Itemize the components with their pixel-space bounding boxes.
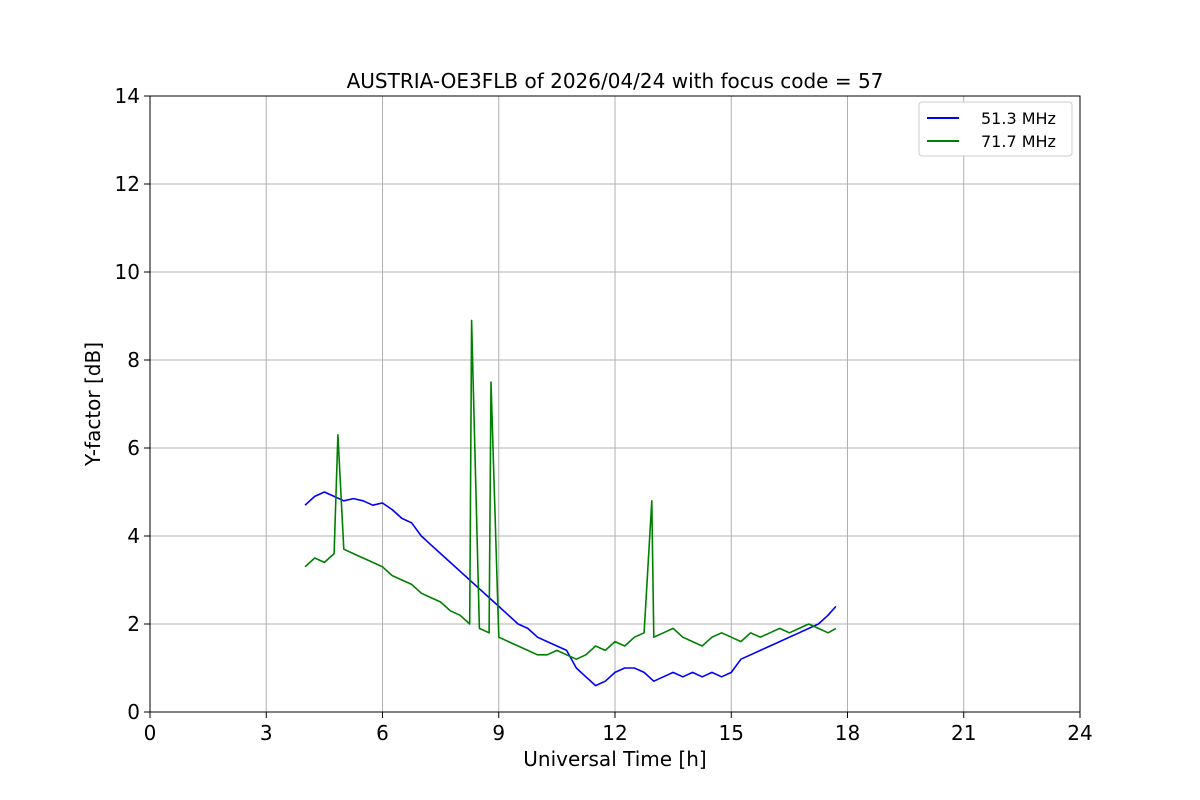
y-tick-label: 12 [115,172,140,196]
y-tick-label: 10 [115,260,140,284]
y-tick-label: 8 [127,348,140,372]
legend-box [918,101,1073,157]
x-tick-label: 15 [719,721,744,745]
chart-title: AUSTRIA-OE3FLB of 2026/04/24 with focus … [347,69,884,93]
y-axis-label: Y-factor [dB] [81,342,105,467]
x-tick-label: 3 [260,721,273,745]
y-tick-label: 4 [127,524,140,548]
series-line-51-3-mhz [304,491,837,687]
x-tick-label: 18 [835,721,860,745]
series-line-71-7-mhz [304,319,837,661]
x-tick-label: 0 [144,721,157,745]
y-tick-label: 0 [127,700,140,724]
x-axis-label: Universal Time [h] [523,747,706,771]
legend-entry: 71.7 MHz [981,132,1056,151]
legend: 51.3 MHz 71.7 MHz [918,101,1073,157]
y-tick-label: 14 [115,84,140,108]
x-tick-label: 21 [951,721,976,745]
x-tick-label: 9 [492,721,505,745]
y-tick-label: 6 [127,436,140,460]
y-tick-label: 2 [127,612,140,636]
x-tick-label: 12 [602,721,627,745]
x-tick-label: 6 [376,721,389,745]
series-lines [304,319,837,687]
legend-entry: 51.3 MHz [981,109,1056,128]
x-tick-label: 24 [1067,721,1092,745]
